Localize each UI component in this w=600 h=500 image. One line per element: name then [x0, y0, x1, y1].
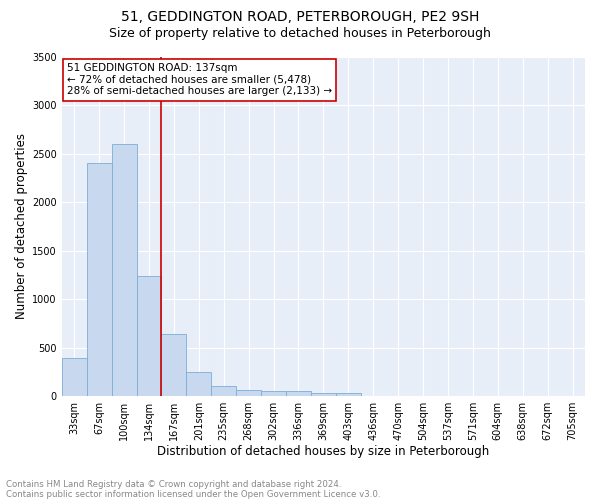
Text: 51, GEDDINGTON ROAD, PETERBOROUGH, PE2 9SH: 51, GEDDINGTON ROAD, PETERBOROUGH, PE2 9… [121, 10, 479, 24]
Bar [161, 334, 187, 396]
Bar [286, 391, 311, 396]
Bar [261, 391, 286, 396]
Y-axis label: Number of detached properties: Number of detached properties [15, 134, 28, 320]
Bar [336, 392, 361, 396]
Bar [86, 163, 112, 396]
Bar [311, 392, 336, 396]
Bar [211, 386, 236, 396]
Bar [112, 144, 137, 396]
Text: Contains HM Land Registry data © Crown copyright and database right 2024.
Contai: Contains HM Land Registry data © Crown c… [6, 480, 380, 499]
Bar [137, 276, 161, 396]
X-axis label: Distribution of detached houses by size in Peterborough: Distribution of detached houses by size … [157, 444, 490, 458]
Text: Size of property relative to detached houses in Peterborough: Size of property relative to detached ho… [109, 28, 491, 40]
Bar [236, 390, 261, 396]
Bar [187, 372, 211, 396]
Bar [62, 358, 86, 396]
Text: 51 GEDDINGTON ROAD: 137sqm
← 72% of detached houses are smaller (5,478)
28% of s: 51 GEDDINGTON ROAD: 137sqm ← 72% of deta… [67, 64, 332, 96]
